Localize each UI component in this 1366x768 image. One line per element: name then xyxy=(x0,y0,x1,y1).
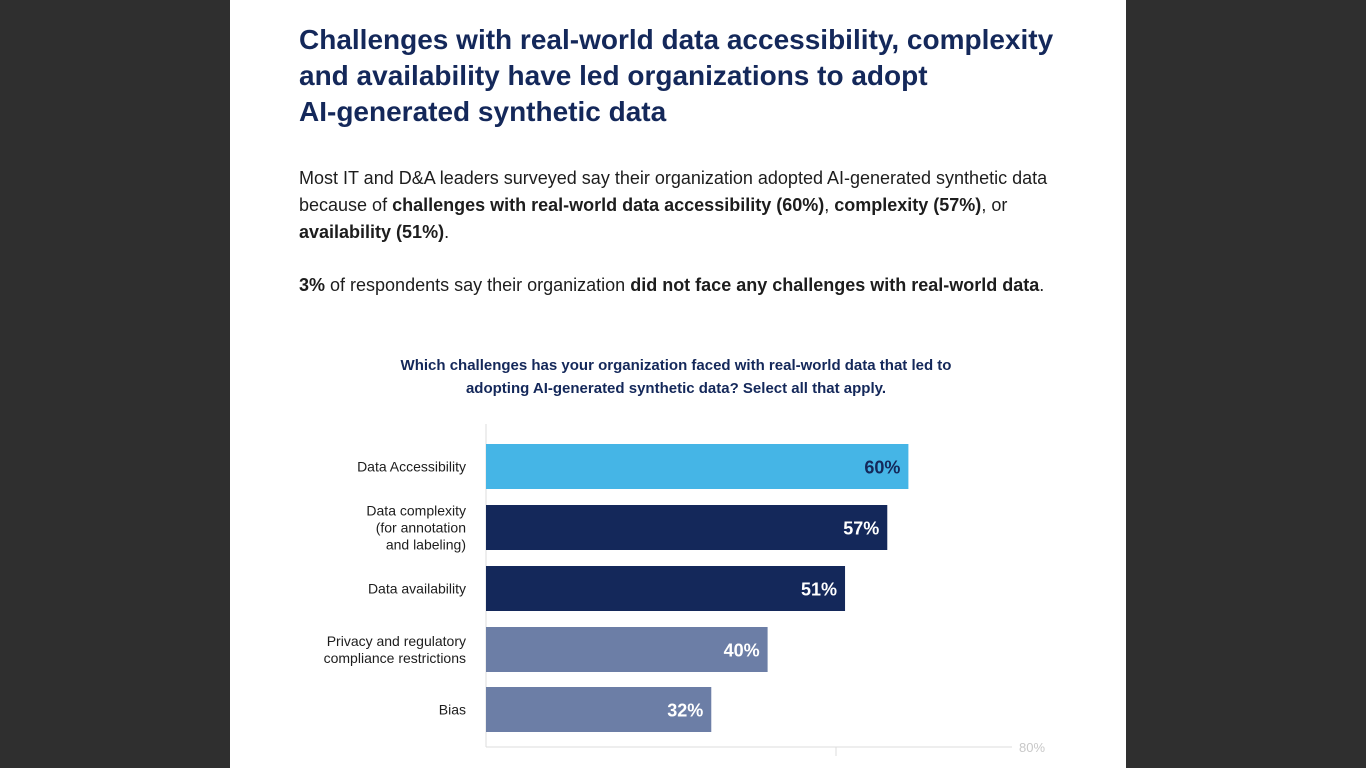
chart-title-line-1: Which challenges has your organization f… xyxy=(400,357,952,374)
category-label: Data Accessibility xyxy=(357,459,466,475)
bar-value-label: 51% xyxy=(801,580,837,600)
title-line-1: Challenges with real-world data accessib… xyxy=(299,24,1054,55)
bar xyxy=(486,566,846,611)
no-challenges-emphasis: did not face any challenges with real-wo… xyxy=(630,275,1040,295)
intro-availability: availability (51%) xyxy=(299,222,445,242)
intro-text-end: . xyxy=(444,222,450,242)
bar-value-label: 32% xyxy=(667,701,703,721)
category-label: Data complexity (for annotation and labeli… xyxy=(366,503,466,553)
report-page: Challenges with real-world data accessib… xyxy=(230,0,1126,768)
intro-accessibility: challenges with real-world data accessib… xyxy=(392,195,825,215)
intro-text-sep: , xyxy=(824,195,835,215)
category-label: Data availability xyxy=(368,581,466,597)
intro-complexity: complexity (57%) xyxy=(834,195,982,215)
chart-title: Which challenges has your organization f… xyxy=(360,354,992,400)
bar-value-label: 40% xyxy=(724,641,760,661)
no-challenges-percent: 3% xyxy=(299,275,326,295)
no-challenges-paragraph: 3% of respondents say their organization… xyxy=(299,272,1099,299)
intro-text-or: , or xyxy=(981,195,1008,215)
bar xyxy=(486,505,888,550)
bar xyxy=(486,444,909,489)
category-label: Privacy and regulatory compliance restric… xyxy=(324,633,466,666)
intro-paragraph: Most IT and D&A leaders surveyed say the… xyxy=(299,165,1089,246)
bar-value-label: 57% xyxy=(843,519,879,539)
page-title: Challenges with real-world data accessib… xyxy=(299,22,1089,130)
intro-text: Most IT and D&A leaders surveyed say the… xyxy=(299,168,1048,215)
no-challenges-end: . xyxy=(1039,275,1045,295)
bar xyxy=(486,687,712,732)
bar-value-label: 60% xyxy=(864,458,900,478)
x-tick-label: 80% xyxy=(1019,740,1045,755)
title-line-3: AI-generated synthetic data xyxy=(299,96,667,127)
chart-title-line-2: adopting AI-generated synthetic data? Se… xyxy=(465,380,887,397)
title-line-2: and availability have led organizations … xyxy=(299,60,928,91)
no-challenges-text: of respondents say their organization xyxy=(325,275,631,295)
category-label: Bias xyxy=(439,702,466,718)
bar xyxy=(486,627,768,672)
bar-chart: 80% 60% Data Accessibility 57% Data complexi… xyxy=(324,424,1045,756)
